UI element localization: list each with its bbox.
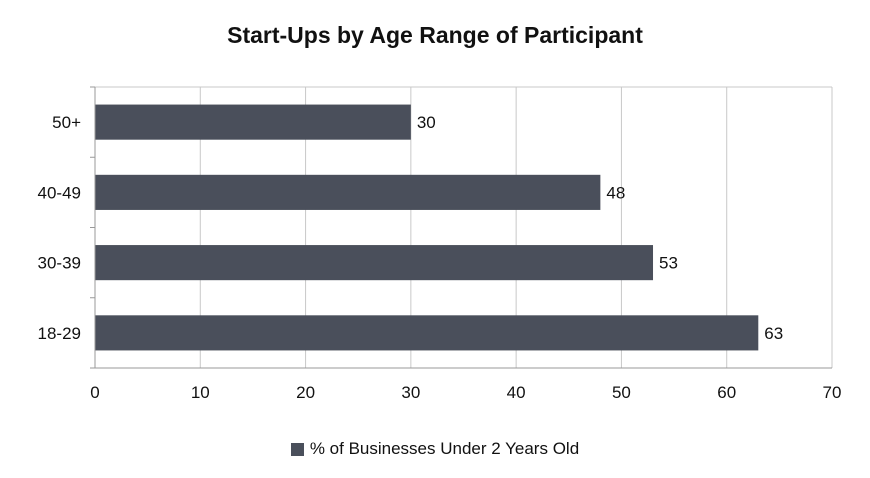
x-tick-label: 50 <box>612 383 631 402</box>
x-tick-label: 10 <box>191 383 210 402</box>
x-tick-label: 20 <box>296 383 315 402</box>
x-tick-label: 70 <box>823 383 842 402</box>
bars <box>95 104 759 351</box>
legend-swatch <box>290 442 304 456</box>
x-tick-label: 0 <box>90 383 99 402</box>
axes <box>90 86 832 369</box>
y-category-label: 40-49 <box>38 183 81 202</box>
labels: 0 10 20 30 40 50 60 70 50+ 30 40-49 48 30-39 53 18-29 6… <box>38 113 842 402</box>
y-category-label: 18-29 <box>38 324 81 343</box>
data-label: 30 <box>417 113 436 132</box>
bar <box>95 245 654 281</box>
y-category-label: 50+ <box>52 113 81 132</box>
data-label: 63 <box>764 324 783 343</box>
x-tick-label: 60 <box>717 383 736 402</box>
bar <box>95 174 601 210</box>
y-category-label: 30-39 <box>38 254 81 273</box>
bar <box>95 315 759 351</box>
bar <box>95 104 411 140</box>
legend: % of Businesses Under 2 Years Old <box>0 439 870 459</box>
legend-label: % of Businesses Under 2 Years Old <box>309 439 580 458</box>
x-tick-label: 40 <box>507 383 526 402</box>
data-label: 48 <box>606 183 625 202</box>
data-label: 53 <box>659 254 678 273</box>
x-tick-label: 30 <box>401 383 420 402</box>
chart-title: Start-Ups by Age Range of Participant <box>227 22 643 48</box>
